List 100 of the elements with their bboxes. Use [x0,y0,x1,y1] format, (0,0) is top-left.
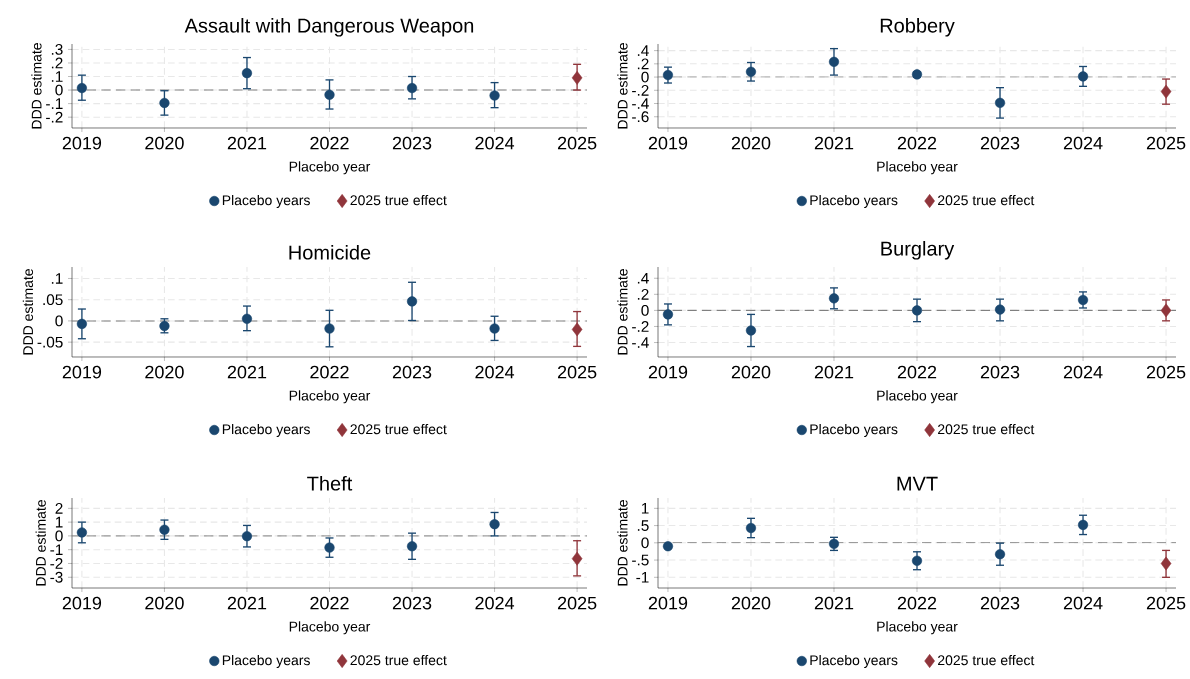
y-tick-label: .1 [51,71,63,82]
point [1160,303,1172,318]
y-tick-label: 0 [55,530,63,542]
x-tick-label: 2025 [557,365,597,379]
x-axis-title: Placebo year [289,390,371,404]
y-tick-label: 0 [641,71,649,83]
x-tick-label: 2020 [145,365,184,379]
legend-label: Placebo years [222,423,310,437]
y-tick-label: .3 [51,43,63,55]
chart-title: Burglary [881,240,955,260]
x-tick-label: 2023 [980,136,1020,150]
y-axis-title: DDD estimate [617,500,628,586]
y-tick-label: -.05 [37,336,63,348]
point [241,68,253,79]
x-tick-label: 2019 [62,596,102,610]
point [745,66,757,77]
x-tick-label: 2021 [227,596,267,610]
legend-label: 2025 true effect [938,423,1035,435]
x-tick-label: 2024 [1063,596,1103,610]
chart-title: Robbery [880,17,955,37]
legend-label: Placebo years [222,654,310,668]
x-tick-label: 2020 [145,596,184,610]
x-axis-title: Placebo year [877,390,958,404]
x-tick-label: 2023 [392,365,432,379]
point [745,325,757,336]
point [489,90,500,101]
y-tick-label: 0 [641,537,649,549]
y-tick-label: .1 [51,273,63,284]
y-tick-label: 0 [55,315,63,327]
legend-label: 2025 true effect [350,194,447,206]
x-tick-label: 2025 [1146,596,1186,610]
y-axis-title: DDD estimate [617,269,628,355]
x-tick-label: 2024 [1063,136,1103,150]
x-tick-label: 2025 [557,136,597,150]
point [1077,519,1089,530]
x-tick-label: 2021 [814,596,854,610]
point [159,97,170,109]
y-tick-label: .5 [637,520,649,531]
y-tick-label: -.4 [632,337,649,348]
y-tick-label: -1 [50,544,63,555]
y-tick-label: -.2 [632,84,649,96]
x-tick-label: 2020 [731,136,771,150]
legend-label: 2025 true effect [938,654,1035,666]
x-tick-label: 2023 [980,596,1020,610]
x-tick-label: 2023 [980,365,1020,379]
point [76,318,87,329]
y-tick-label: -.2 [632,321,649,332]
x-tick-label: 2022 [310,365,349,379]
point [76,527,87,538]
point [571,70,583,85]
point [489,519,500,530]
legend-label: 2025 true effect [350,423,447,435]
legend-label: Placebo years [810,423,898,437]
y-tick-label: -1 [636,572,649,583]
point [406,82,418,94]
y-tick-label: .2 [637,58,649,70]
x-tick-label: 2022 [897,596,937,610]
chart-title: Theft [307,475,353,491]
y-tick-label: -.4 [632,98,649,109]
chart-title: Homicide [289,244,371,260]
x-tick-label: 2023 [392,596,432,610]
y-tick-label: 0 [55,84,63,96]
point [828,56,840,67]
point [662,309,674,320]
x-tick-label: 2021 [814,365,854,379]
x-tick-label: 2024 [1063,365,1103,379]
chart-title: Assault with Dangerous Weapon [184,17,474,37]
y-tick-label: 1 [55,516,63,528]
x-tick-label: 2022 [897,136,937,150]
x-tick-label: 2021 [814,136,854,150]
y-tick-label: 2 [55,502,63,514]
y-tick-label: -.5 [632,554,649,566]
y-tick-label: -3 [50,571,63,583]
x-tick-label: 2019 [648,136,688,150]
point [489,323,500,334]
x-tick-label: 2019 [648,596,688,610]
y-tick-label: -.2 [46,111,63,123]
x-tick-label: 2024 [475,596,515,610]
point [911,305,923,316]
x-tick-label: 2021 [227,365,267,379]
x-tick-label: 2024 [475,136,515,150]
point [662,541,674,552]
x-tick-label: 2021 [227,136,267,150]
point [324,89,335,100]
point [159,524,170,535]
x-tick-label: 2025 [1146,136,1186,150]
point [241,313,253,324]
legend-label: 2025 true effect [938,194,1035,206]
y-tick-label: .2 [637,288,649,300]
x-tick-label: 2025 [557,596,597,610]
point [406,541,418,552]
x-tick-label: 2025 [1146,365,1186,379]
y-tick-label: .4 [637,272,649,284]
x-tick-label: 2019 [62,136,102,150]
x-tick-label: 2019 [648,365,688,379]
y-tick-label: 1 [641,503,649,514]
point [241,531,253,542]
y-axis-title: DDD estimate [617,43,628,129]
x-axis-title: Placebo year [289,161,371,175]
point [324,323,335,334]
